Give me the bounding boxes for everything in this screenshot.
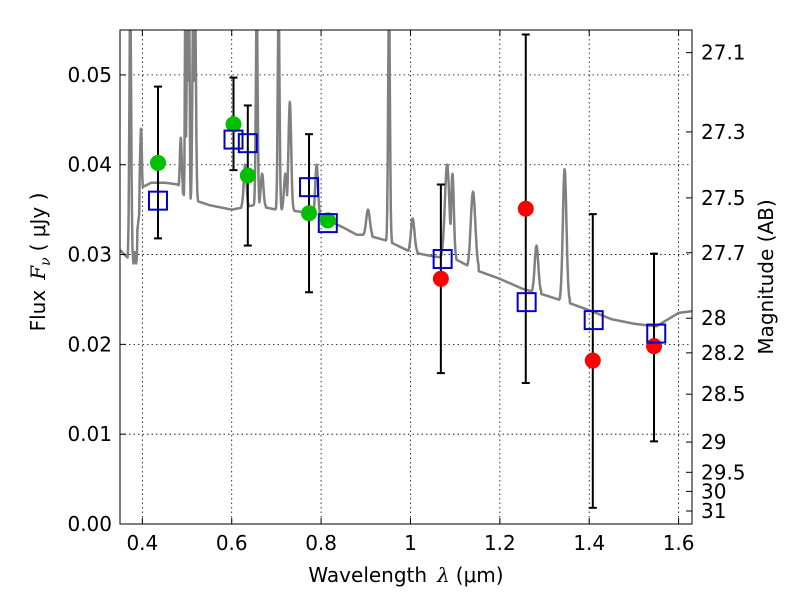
magnitude-tick-label: 28: [701, 306, 726, 330]
y-axis-title: FluxFν( μJy ): [26, 193, 54, 332]
x-tick-label: 0.6: [216, 531, 248, 555]
x-tick-label: 0.4: [126, 531, 158, 555]
magnitude-tick-label: 28.5: [701, 382, 746, 406]
x-axis-title: Wavelength λ (μm): [308, 563, 503, 587]
data-layer: [120, 30, 692, 509]
model-photometry-square: [432, 249, 453, 270]
x-tick-label: 1.6: [663, 531, 695, 555]
magnitude-tick-label: 30: [701, 479, 726, 503]
model-photometry-square: [583, 310, 604, 331]
magnitude-tick-label: 29.5: [701, 460, 746, 484]
magnitude-axis-title: Magnitude (AB): [754, 199, 778, 354]
magnitude-tick-label: 27.1: [701, 41, 746, 65]
model-photometry-square: [299, 177, 320, 198]
red-data-point: [517, 200, 534, 217]
magnitude-tick-label: 27.3: [701, 120, 746, 144]
magnitude-tick-label: 28.2: [701, 341, 746, 365]
magnitude-tick-label: 31: [701, 499, 726, 523]
y-tick-label: 0.00: [67, 512, 112, 536]
model-photometry-square: [317, 213, 338, 234]
y-tick-label: 0.01: [67, 422, 112, 446]
green-data-point: [301, 205, 318, 222]
magnitude-tick-label: 29: [701, 430, 726, 454]
model-photometry-square: [516, 292, 537, 313]
red-data-point: [646, 338, 663, 355]
model-sed-line: [120, 30, 692, 328]
model-photometry-square: [147, 190, 168, 211]
model-photometry-square: [223, 129, 244, 150]
axis-ticks: 0.4 0.6 0.8 1 1.2 1.4 1.6 0.00 0.01 0.02 0.03 0.04 0…: [67, 30, 746, 555]
green-data-point: [319, 212, 336, 229]
model-photometry-square: [646, 323, 667, 344]
green-data-point: [225, 116, 242, 133]
plot-frame: [119, 29, 693, 525]
x-tick-label: 1.4: [573, 531, 605, 555]
green-data-point: [239, 167, 256, 184]
green-data-point: [149, 154, 166, 171]
x-tick-label: 0.8: [305, 531, 337, 555]
y-tick-label: 0.05: [67, 63, 112, 87]
plot-area: [120, 30, 692, 524]
model-photometry-square: [237, 133, 258, 154]
magnitude-tick-label: 27.5: [701, 186, 746, 210]
x-tick-label: 1: [404, 531, 417, 555]
red-data-point: [584, 352, 601, 369]
x-tick-label: 1.2: [484, 531, 516, 555]
y-tick-label: 0.02: [67, 332, 112, 356]
y-tick-label: 0.03: [67, 243, 112, 267]
y-tick-label: 0.04: [67, 153, 112, 177]
magnitude-tick-label: 27.7: [701, 241, 746, 265]
red-data-point: [432, 270, 449, 287]
